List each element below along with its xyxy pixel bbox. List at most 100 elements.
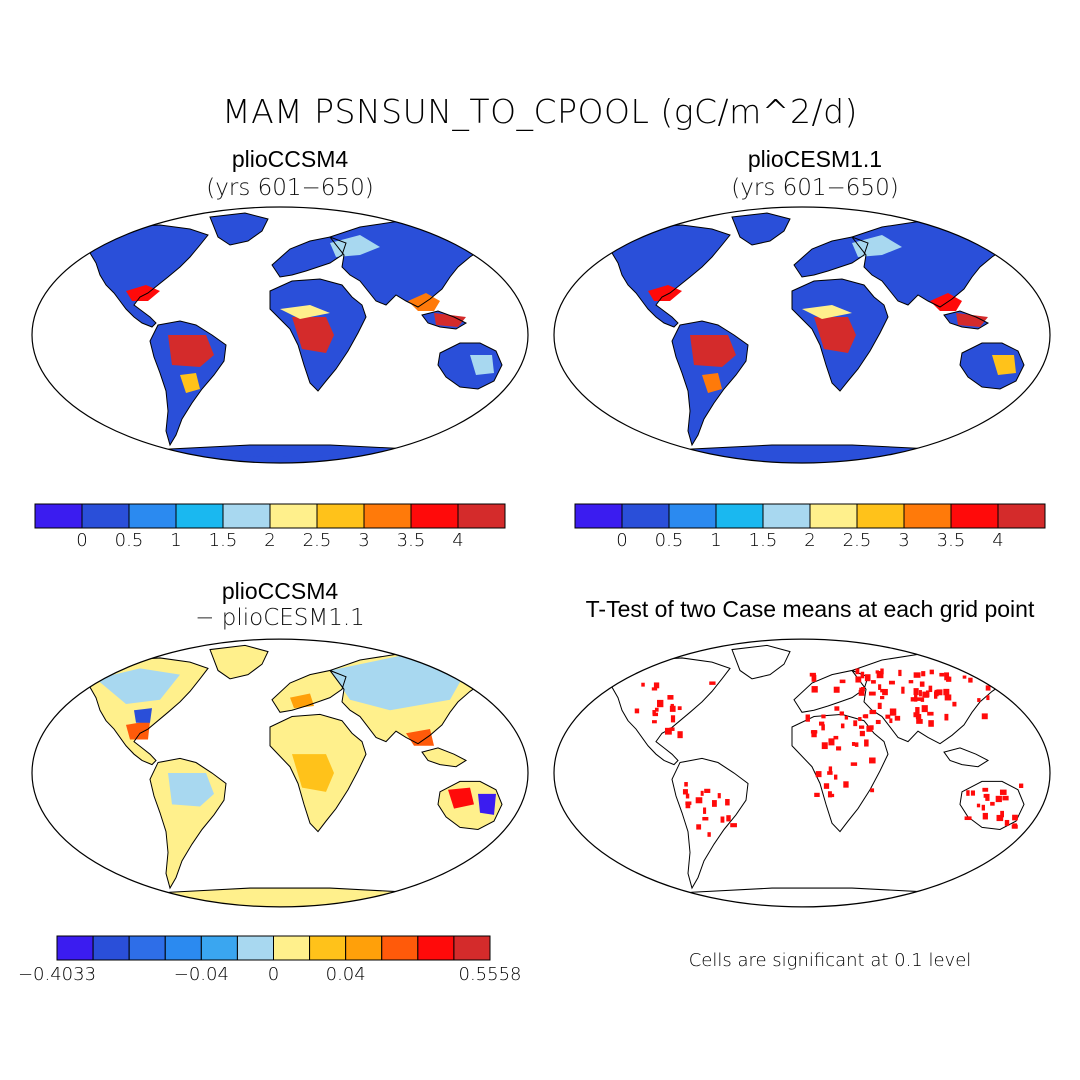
colorbar-swatch: [410, 503, 459, 529]
significant-cell: [827, 791, 832, 798]
colorbar-swatch: [363, 503, 412, 529]
significant-cell: [982, 787, 989, 792]
significant-cell: [977, 698, 981, 702]
significant-cell: [908, 680, 914, 684]
colorbar-swatch: [200, 935, 238, 961]
figure-title: MAM PSNSUN_TO_CPOOL (gC/m^2/d): [222, 92, 858, 131]
significant-cell: [717, 793, 721, 799]
significant-cell: [915, 714, 922, 720]
significant-cell: [805, 714, 810, 722]
panel-title-case2: plioCESM1.1: [747, 146, 883, 172]
significant-cell: [834, 706, 840, 711]
significant-cell: [726, 815, 731, 822]
significant-cell: [664, 727, 672, 735]
significant-cell: [840, 723, 845, 729]
significant-cell: [818, 721, 825, 726]
colorbar-label: 2.5: [843, 530, 872, 551]
significant-cell: [915, 697, 923, 701]
significant-cell: [851, 742, 856, 746]
panel-subtitle-diff: − plioCESM1.1: [195, 605, 365, 631]
significant-cell: [894, 715, 901, 721]
significant-cell: [821, 742, 828, 750]
significant-cell: [696, 824, 702, 830]
significant-cell: [880, 688, 885, 693]
significant-cell: [814, 792, 820, 797]
significant-cell: [853, 720, 858, 727]
significant-cell: [809, 672, 816, 677]
significant-cell: [634, 708, 640, 714]
significant-cell: [815, 771, 822, 778]
significant-cell: [962, 675, 967, 679]
significant-cell: [725, 798, 730, 806]
significant-cell: [685, 793, 690, 799]
significant-cell: [913, 672, 921, 678]
significant-cell: [901, 686, 905, 694]
colorbar-case1: 0 0.5 1 1.5 2 2.5 3 3.5 4: [34, 503, 506, 551]
colorbar-swatch: [381, 935, 419, 961]
significant-cell: [859, 730, 865, 737]
significant-cell: [811, 686, 818, 693]
significant-cell: [703, 807, 707, 814]
colorbar-swatch: [453, 935, 491, 961]
significant-cell: [684, 782, 688, 787]
significant-cell: [669, 705, 676, 712]
significant-cell: [1012, 823, 1018, 829]
colorbar-swatch: [345, 935, 383, 961]
significant-cell: [730, 823, 737, 828]
colorbar-label: 1.5: [209, 530, 238, 551]
colorbar-label: 3: [898, 530, 909, 551]
significant-cell: [821, 724, 825, 731]
significant-cell: [859, 725, 865, 729]
colorbar-label: 0: [76, 530, 87, 551]
significant-cell: [966, 790, 970, 796]
significant-cell: [685, 804, 691, 809]
significant-cell: [1000, 810, 1004, 818]
significant-cell: [944, 676, 950, 681]
significant-cell: [996, 814, 1004, 822]
colorbar-label: 2.5: [303, 530, 332, 551]
significant-cell: [927, 711, 934, 716]
significant-cell: [860, 671, 865, 679]
panel-title-ttest: T-Test of two Case means at each grid po…: [585, 596, 1035, 622]
significant-cell: [876, 671, 884, 679]
significant-cell: [982, 812, 988, 820]
significant-cell: [858, 717, 862, 722]
colorbar-swatch: [81, 503, 130, 529]
colorbar-label: 0.04: [326, 964, 366, 985]
colorbar-diff: −0.4033 −0.04 0 0.04 0.5558: [18, 935, 521, 985]
significant-cell: [986, 695, 990, 701]
significant-cell: [929, 669, 934, 675]
significant-cell: [707, 832, 711, 837]
significant-cell: [898, 669, 902, 677]
significant-cell: [944, 713, 949, 721]
significant-cell: [921, 671, 926, 677]
significant-cell: [834, 774, 838, 780]
significant-cell: [877, 702, 882, 710]
significant-cell: [919, 681, 925, 687]
colorbar-swatch: [621, 503, 670, 529]
colorbar-swatch: [997, 503, 1046, 529]
colorbar-label: 2: [804, 530, 815, 551]
colorbar-swatch: [273, 935, 311, 961]
significant-cell: [913, 712, 919, 718]
significant-cell: [869, 757, 876, 764]
significant-cell: [936, 689, 943, 696]
colorbar-swatch: [316, 503, 365, 529]
significant-cell: [682, 789, 688, 795]
significant-cell: [889, 718, 893, 724]
significant-cell: [983, 793, 988, 798]
significant-cell: [702, 816, 709, 821]
panel-title-case1: plioCCSM4: [231, 146, 349, 172]
significant-cell: [928, 720, 934, 727]
significant-cell: [652, 720, 657, 724]
significant-cell: [915, 707, 920, 715]
significant-cell: [828, 766, 833, 772]
significant-cell: [976, 803, 981, 808]
significant-cell: [711, 800, 717, 807]
significant-cell: [839, 711, 844, 716]
colorbar-label: 2: [264, 530, 275, 551]
colorbar-swatch: [236, 935, 275, 961]
significant-cell: [1002, 795, 1009, 801]
panel-subtitle-case2: (yrs 601−650): [731, 175, 899, 201]
colorbar-label: 0.5: [115, 530, 144, 551]
